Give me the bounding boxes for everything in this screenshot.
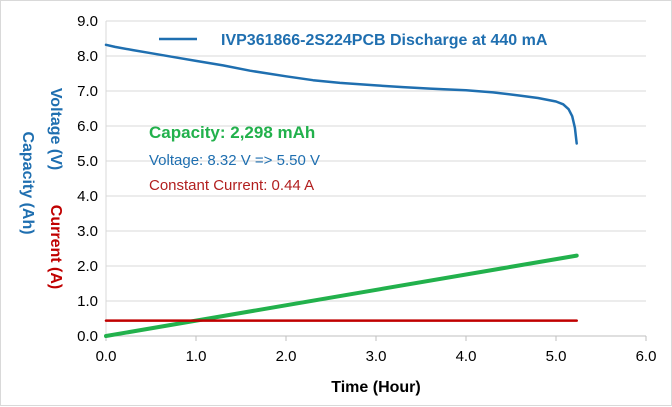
series-line-0 (104, 43, 578, 145)
y-tick-label: 9.0 (77, 13, 98, 30)
y-tick-label: 1.0 (77, 293, 98, 310)
x-tick-label: 2.0 (276, 348, 297, 365)
y-tick-label: 7.0 (77, 83, 98, 100)
y-tick-label: 5.0 (77, 153, 98, 170)
x-tick-label: 0.0 (96, 348, 117, 365)
x-tick-label: 1.0 (186, 348, 207, 365)
annotation-1: Voltage: 8.32 V => 5.50 V (149, 152, 320, 169)
annotation-2: Constant Current: 0.44 A (149, 177, 314, 194)
y-tick-label: 2.0 (77, 258, 98, 275)
y-tick-label: 8.0 (77, 48, 98, 65)
x-tick-label: 6.0 (636, 348, 657, 365)
x-tick-label: 4.0 (456, 348, 477, 365)
x-tick-label: 5.0 (546, 348, 567, 365)
y-axis-title-2: Current (A) (47, 205, 64, 289)
y-tick-label: 0.0 (77, 328, 98, 345)
series-line-1 (104, 253, 579, 338)
annotation-0: Capacity: 2,298 mAh (149, 123, 315, 142)
y-tick-label: 4.0 (77, 188, 98, 205)
y-axis-title-0: Voltage (V) (47, 88, 64, 170)
x-tick-label: 3.0 (366, 348, 387, 365)
legend-label: IVP361866-2S224PCB Discharge at 440 mA (221, 32, 548, 49)
y-tick-label: 6.0 (77, 118, 98, 135)
y-tick-label: 3.0 (77, 223, 98, 240)
y-axis-title-1: Capacity (Ah) (19, 131, 36, 234)
x-axis-title: Time (Hour) (331, 379, 420, 396)
